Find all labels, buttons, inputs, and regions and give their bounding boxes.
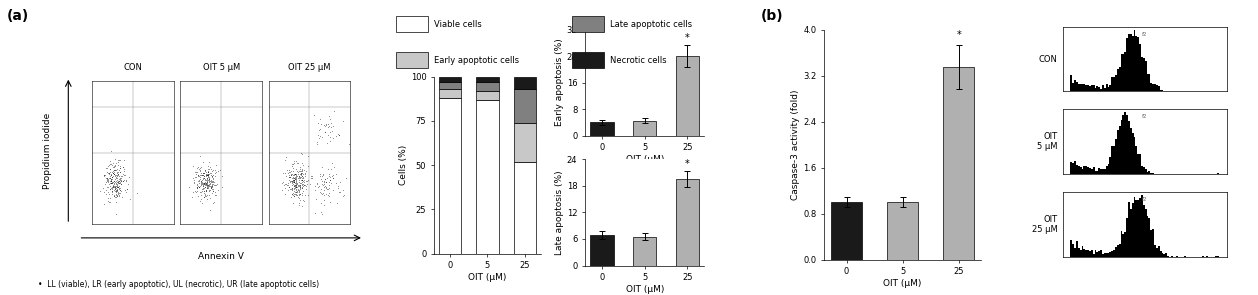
Text: (a): (a) [6, 9, 29, 23]
Text: OIT 5 μM: OIT 5 μM [203, 63, 240, 72]
Bar [887, 202, 918, 260]
Text: *: * [684, 33, 689, 43]
Text: (b): (b) [761, 9, 784, 23]
Polygon shape [1071, 30, 1219, 91]
X-axis label: OIT (μM): OIT (μM) [625, 285, 664, 294]
Text: Early apoptotic cells: Early apoptotic cells [434, 56, 520, 65]
Bar [439, 98, 462, 254]
Bar [944, 67, 974, 260]
Bar [676, 56, 699, 136]
Y-axis label: Cells (%): Cells (%) [399, 145, 408, 185]
Bar [439, 89, 462, 98]
Bar [477, 77, 498, 82]
Bar [477, 82, 498, 91]
Bar [590, 122, 614, 136]
Bar [513, 77, 536, 89]
Bar [633, 237, 657, 266]
Y-axis label: Caspase-3 activity (fold): Caspase-3 activity (fold) [791, 89, 800, 200]
Y-axis label: Late apoptosis (%): Late apoptosis (%) [555, 170, 564, 255]
Bar [676, 179, 699, 266]
Polygon shape [1071, 195, 1219, 257]
Text: f2: f2 [1142, 32, 1147, 37]
Text: *: * [956, 30, 961, 40]
Bar [513, 162, 536, 254]
Text: •  LL (viable), LR (early apoptotic), UL (necrotic), UR (late apoptotic cells): • LL (viable), LR (early apoptotic), UL … [38, 280, 318, 289]
Text: *: * [684, 159, 689, 169]
Text: OIT 25 μM: OIT 25 μM [288, 63, 331, 72]
Bar [439, 77, 462, 82]
Text: Late apoptotic cells: Late apoptotic cells [610, 20, 692, 29]
Bar [590, 235, 614, 266]
Bar [832, 202, 862, 260]
Bar [633, 121, 657, 136]
Bar [477, 91, 498, 100]
Text: f2: f2 [1142, 114, 1147, 119]
Bar [477, 100, 498, 254]
Y-axis label: CON: CON [1039, 55, 1058, 63]
X-axis label: OIT (μM): OIT (μM) [883, 279, 922, 288]
Bar [439, 82, 462, 89]
Text: CON: CON [123, 63, 142, 72]
Y-axis label: OIT
5 μM: OIT 5 μM [1037, 132, 1058, 151]
Text: Viable cells: Viable cells [434, 20, 482, 29]
Text: f2: f2 [1142, 197, 1147, 202]
X-axis label: OIT (μM): OIT (μM) [625, 155, 664, 164]
Y-axis label: OIT
25 μM: OIT 25 μM [1032, 214, 1058, 234]
Text: Annexin V: Annexin V [199, 252, 244, 261]
Bar [513, 89, 536, 123]
Y-axis label: Early apoptosis (%): Early apoptosis (%) [555, 39, 564, 127]
X-axis label: OIT (μM): OIT (μM) [468, 273, 507, 282]
Bar [513, 123, 536, 162]
Text: Necrotic cells: Necrotic cells [610, 56, 667, 65]
Polygon shape [1071, 112, 1219, 174]
Text: Propidium iodide: Propidium iodide [44, 112, 53, 189]
